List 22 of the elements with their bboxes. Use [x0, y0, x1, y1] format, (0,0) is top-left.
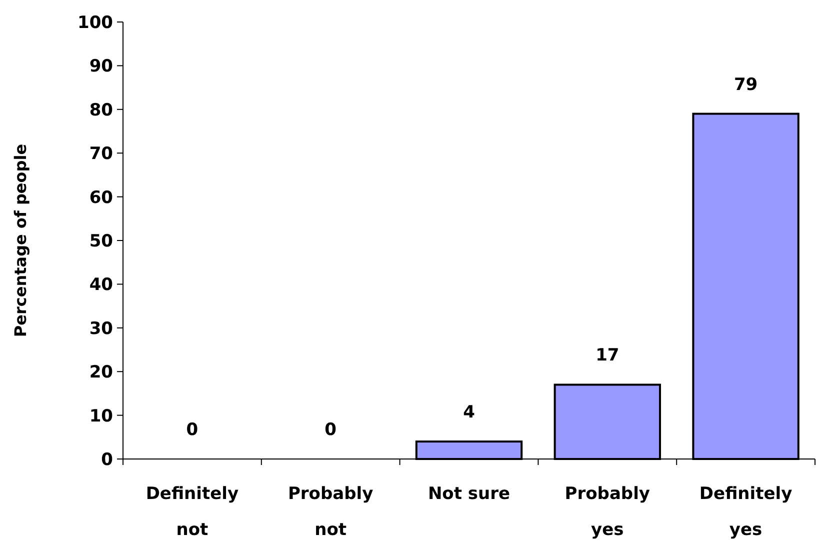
- y-tick-label: 40: [89, 275, 114, 296]
- y-axis-title: Percentage of people: [11, 144, 30, 338]
- y-tick-label: 100: [78, 12, 114, 33]
- x-tick-label: Definitely yes: [699, 484, 792, 540]
- x-tick-label: Probably not: [288, 484, 374, 540]
- y-tick-label: 30: [89, 318, 114, 339]
- data-label: 17: [596, 346, 620, 366]
- x-tick-label: Not sure: [428, 484, 510, 504]
- y-tick-label: 70: [89, 144, 114, 164]
- y-tick-label: 50: [89, 231, 114, 252]
- x-tick-label: Probably yes: [564, 484, 650, 540]
- data-label: 4: [463, 402, 476, 423]
- data-label: 0: [324, 420, 337, 440]
- data-label: 79: [734, 74, 758, 95]
- y-tick-label: 60: [89, 188, 114, 208]
- y-tick-label: 80: [89, 100, 114, 120]
- y-tick-label: 0: [101, 450, 114, 470]
- y-tick-label: 10: [89, 406, 114, 426]
- data-label: 0: [186, 420, 198, 440]
- x-tick-label: Definitely not: [146, 484, 239, 540]
- y-tick-label: 20: [89, 362, 114, 383]
- y-tick-label: 90: [89, 56, 114, 77]
